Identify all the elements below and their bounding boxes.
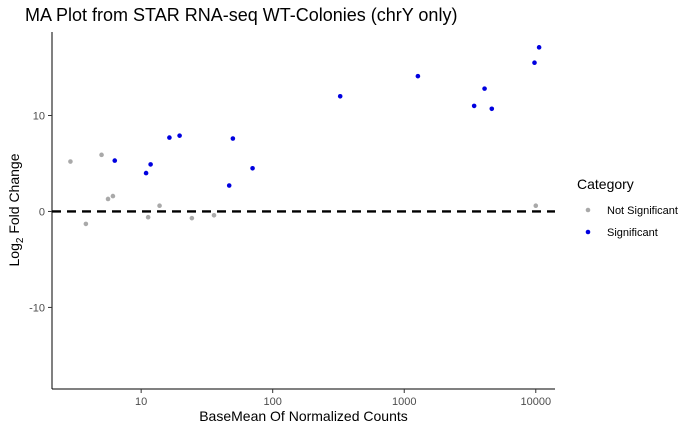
point-not-significant [533, 203, 539, 209]
point-significant [337, 93, 343, 99]
y-axis-title: Log2 Fold Change [6, 153, 26, 266]
x-tick-label: 1000 [392, 396, 416, 408]
point-not-significant [110, 193, 116, 199]
point-significant [250, 165, 255, 171]
x-axis-title: BaseMean Of Normalized Counts [199, 408, 408, 424]
x-axis-ticks: 10 100 1000 10000 [135, 389, 551, 408]
x-tick-label: 100 [264, 396, 282, 408]
point-not-significant [105, 196, 111, 202]
y-axis-title-subscript: 2 [15, 237, 26, 243]
data-points [68, 45, 542, 227]
legend-title: Category [577, 176, 634, 192]
legend-label-significant: Significant [607, 227, 658, 239]
y-tick-label: 10 [33, 110, 45, 122]
legend-swatch-not-significant [585, 207, 591, 213]
x-tick-label: 10 [135, 396, 147, 408]
y-tick-label: 0 [39, 206, 45, 218]
point-significant [143, 170, 149, 176]
point-significant [482, 86, 487, 91]
x-tick-label: 10000 [520, 396, 551, 408]
legend-swatch-significant [585, 229, 591, 235]
plot-panel: 10 100 1000 10000 -10 0 10 [29, 32, 555, 408]
point-significant [471, 103, 477, 109]
y-axis-title-suffix: Fold Change [6, 153, 22, 237]
y-axis-title-prefix: Log [6, 243, 22, 266]
point-significant [177, 133, 182, 138]
point-significant [230, 136, 236, 141]
point-significant [167, 135, 172, 140]
y-axis-ticks: -10 0 10 [29, 110, 52, 314]
point-not-significant [189, 215, 195, 221]
point-not-significant [157, 203, 162, 209]
point-significant [415, 73, 421, 79]
point-significant [148, 162, 153, 167]
point-significant [489, 106, 495, 112]
y-tick-label: -10 [29, 302, 45, 314]
legend-label-not-significant: Not Significant [607, 205, 678, 217]
point-not-significant [83, 221, 89, 227]
point-significant [536, 45, 542, 50]
point-not-significant [99, 152, 104, 158]
chart-title: MA Plot from STAR RNA-seq WT-Colonies (c… [25, 5, 457, 25]
point-significant [532, 60, 537, 66]
point-not-significant [68, 159, 73, 164]
point-significant [112, 158, 118, 163]
point-significant [226, 183, 232, 188]
point-not-significant [145, 214, 151, 220]
point-not-significant [211, 212, 217, 218]
legend: Category Not Significant Significant [577, 176, 678, 239]
